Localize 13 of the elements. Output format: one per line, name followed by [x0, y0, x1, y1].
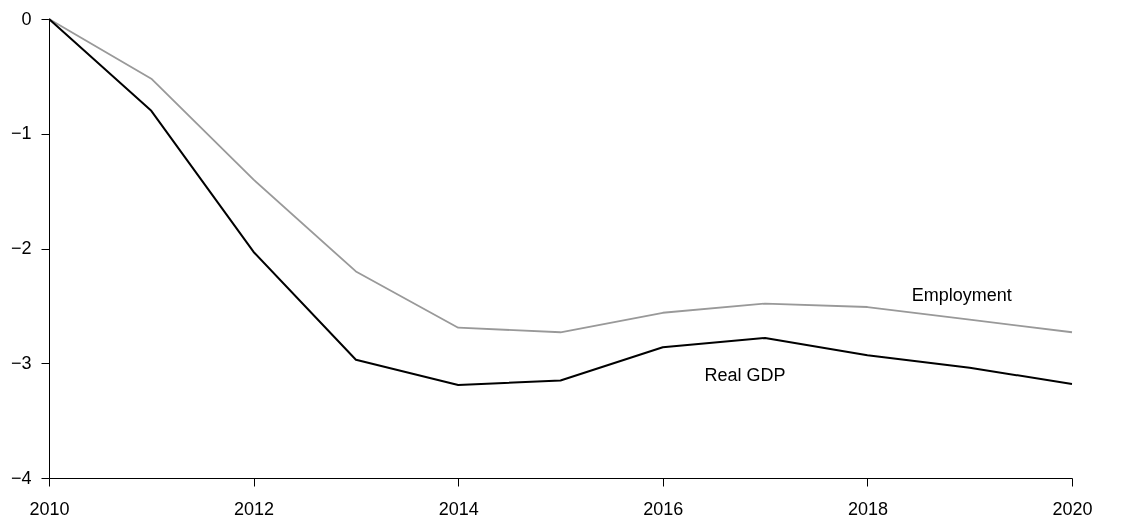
x-tick-label: 2016: [643, 498, 684, 519]
y-tick-label: −2: [10, 238, 32, 258]
series-label: Employment: [911, 284, 1012, 305]
y-tick-label: −3: [10, 352, 32, 373]
y-tick-label: −1: [10, 123, 32, 144]
y-tick-label: −4: [10, 467, 32, 488]
x-tick-label: 2018: [847, 498, 888, 519]
y-tick-label: 0: [21, 8, 32, 29]
x-tick-label: 2012: [234, 498, 275, 519]
x-tick-label: 2010: [29, 498, 70, 519]
x-tick-label: 2014: [438, 498, 479, 519]
series-label: Real GDP: [704, 365, 786, 386]
x-tick-label: 2020: [1052, 498, 1093, 519]
